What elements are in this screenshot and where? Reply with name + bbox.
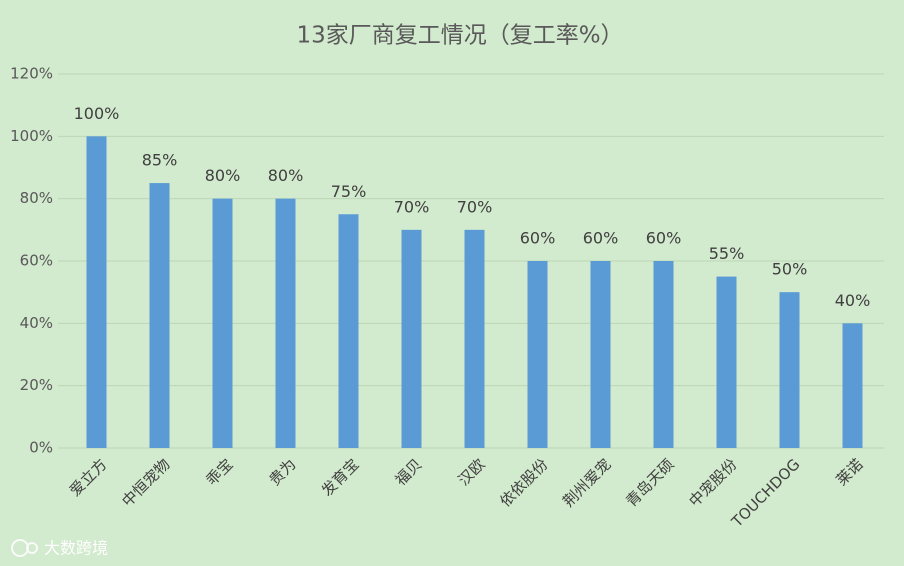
watermark: 大数跨境	[44, 539, 108, 558]
bar	[338, 214, 359, 448]
x-tick-label: 荆州爱宠	[559, 455, 614, 510]
bar	[842, 323, 863, 448]
y-tick-label: 60%	[20, 252, 53, 270]
data-label: 40%	[835, 291, 871, 310]
bar	[779, 292, 800, 448]
x-tick-label: 中宠股份	[685, 455, 740, 510]
x-tick-label: 青岛天硕	[622, 455, 677, 510]
bar	[401, 229, 422, 448]
x-tick-label: 爱立方	[66, 455, 111, 500]
bar	[212, 198, 233, 448]
x-tick-label: 依依股份	[496, 455, 551, 510]
x-tick-label: 莱诺	[833, 455, 867, 489]
y-tick-label: 0%	[29, 439, 53, 457]
data-label: 100%	[74, 104, 120, 123]
x-tick-label: 中恒宠物	[118, 455, 173, 510]
data-label: 60%	[583, 229, 619, 248]
chart-title: 13家厂商复工情况（复工率%）	[296, 23, 623, 49]
y-tick-label: 100%	[10, 127, 53, 145]
bar	[590, 261, 611, 448]
x-tick-label: 汉欧	[455, 455, 489, 489]
x-tick-label: 发育宝	[318, 455, 363, 500]
logo-ring	[26, 542, 38, 554]
data-label: 60%	[646, 229, 682, 248]
data-label: 85%	[142, 151, 178, 170]
bar	[653, 261, 674, 448]
bar	[275, 198, 296, 448]
bar	[527, 261, 548, 448]
data-label: 70%	[457, 197, 493, 216]
data-label: 50%	[772, 260, 808, 279]
y-tick-label: 40%	[20, 314, 53, 332]
watermark-logo	[11, 539, 38, 557]
bar	[716, 276, 737, 448]
bar	[86, 136, 107, 449]
data-label: 80%	[205, 166, 241, 185]
y-tick-label: 120%	[10, 65, 53, 83]
bar	[464, 229, 485, 448]
data-label: 70%	[394, 197, 430, 216]
bar	[149, 183, 170, 449]
data-label: 80%	[268, 166, 304, 185]
data-label: 55%	[709, 244, 745, 263]
data-label: 75%	[331, 182, 367, 201]
data-label: 60%	[520, 229, 556, 248]
logo-ring	[11, 539, 29, 557]
x-tick-label: 贵为	[266, 455, 300, 489]
x-tick-label: 福贝	[392, 455, 426, 489]
y-tick-label: 80%	[20, 189, 53, 207]
x-tick-label: 乖宝	[203, 455, 237, 489]
y-tick-label: 20%	[20, 376, 53, 394]
